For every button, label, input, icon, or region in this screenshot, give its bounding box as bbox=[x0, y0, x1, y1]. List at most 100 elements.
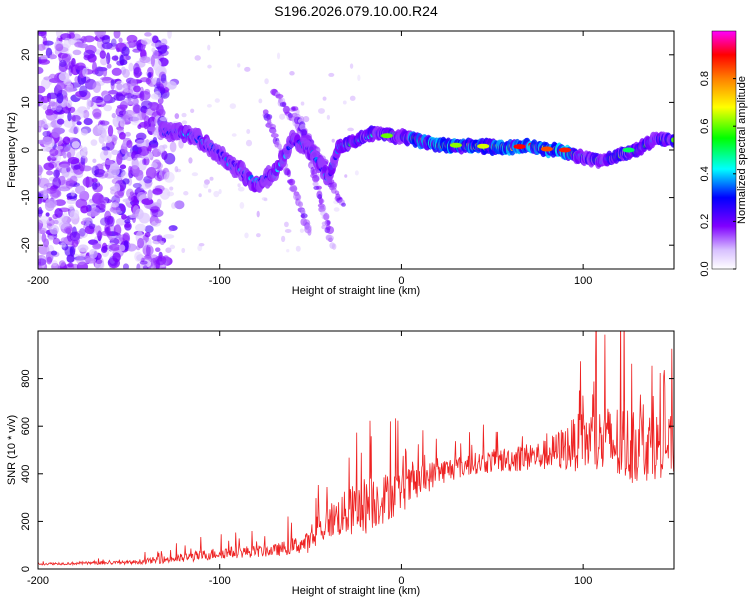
heatmap-cell bbox=[106, 63, 112, 69]
heatmap-cell bbox=[101, 146, 111, 151]
heatmap-cell bbox=[163, 171, 175, 183]
heatmap-cell bbox=[246, 129, 251, 134]
heatmap-cell bbox=[289, 71, 295, 76]
heatmap-cell bbox=[99, 120, 110, 126]
heatmap-cell bbox=[245, 139, 253, 147]
heatmap-cell bbox=[83, 54, 91, 61]
heatmap-cell bbox=[119, 164, 127, 170]
heatmap-cell bbox=[165, 247, 172, 253]
heatmap-cell bbox=[88, 223, 96, 230]
heatmap-cell bbox=[279, 113, 286, 120]
figure-title: S196.2026.079.10.00.R24 bbox=[274, 3, 438, 19]
heatmap-cell bbox=[55, 43, 64, 52]
heatmap-cell bbox=[52, 177, 61, 189]
heatmap-cell bbox=[139, 260, 148, 265]
heatmap-cell bbox=[53, 169, 60, 178]
heatmap-cell bbox=[46, 92, 59, 100]
heatmap-cell bbox=[286, 249, 290, 253]
heatmap-cell bbox=[56, 118, 65, 125]
heatmap-cell bbox=[307, 229, 312, 236]
snr-y-tick-label: 800 bbox=[20, 369, 32, 387]
spectrogram-y-tick-label: 0 bbox=[20, 147, 32, 153]
heatmap-cell bbox=[56, 81, 67, 90]
heatmap-cell bbox=[97, 127, 106, 135]
snr-panel: -200 -100 0 100 0 200 400 600 800 Height of str… bbox=[6, 330, 675, 597]
heatmap-cell bbox=[72, 49, 82, 56]
heatmap-cell bbox=[92, 81, 102, 93]
heatmap-cell bbox=[75, 62, 86, 71]
heatmap-cell bbox=[147, 238, 152, 248]
snr-x-ticks: -200 -100 0 100 bbox=[27, 331, 592, 587]
heatmap-cell bbox=[166, 81, 177, 90]
heatmap-cell bbox=[163, 234, 175, 239]
heatmap-cell bbox=[50, 250, 58, 256]
heatmap-cell bbox=[91, 165, 100, 176]
heatmap-cell bbox=[295, 245, 301, 252]
heatmap-cell bbox=[49, 148, 59, 157]
heatmap-cell bbox=[349, 63, 354, 69]
heatmap-cell bbox=[158, 144, 166, 153]
heatmap-cell bbox=[118, 132, 126, 140]
heatmap-cell bbox=[129, 41, 135, 47]
spectrogram-x-tick-label: -200 bbox=[27, 275, 49, 287]
heatmap-cell bbox=[115, 106, 126, 118]
heatmap-cell bbox=[325, 234, 334, 242]
heatmap-cell bbox=[229, 103, 237, 109]
heatmap-cell bbox=[77, 244, 89, 252]
heatmap-cell bbox=[124, 219, 131, 224]
heatmap-cell bbox=[111, 113, 116, 119]
heatmap-cell bbox=[42, 36, 48, 47]
heatmap-cell bbox=[53, 219, 59, 225]
heatmap-cell bbox=[126, 34, 138, 43]
heatmap-cell bbox=[156, 198, 162, 207]
heatmap-cell bbox=[300, 209, 306, 215]
heatmap-cell bbox=[191, 172, 199, 177]
heatmap-cell bbox=[42, 136, 53, 145]
heatmap-cell bbox=[270, 129, 277, 134]
heatmap-cell bbox=[81, 165, 92, 172]
heatmap-cell bbox=[139, 90, 145, 102]
heatmap-cell bbox=[56, 92, 64, 104]
snr-y-tick-label: 600 bbox=[20, 417, 32, 435]
heatmap-cell bbox=[138, 146, 150, 157]
heatmap-cell bbox=[113, 183, 121, 193]
heatmap-cell bbox=[121, 214, 127, 220]
heatmap-cell bbox=[39, 190, 50, 195]
heatmap-cell bbox=[122, 113, 133, 123]
heatmap-cell bbox=[79, 228, 86, 237]
heatmap-cell bbox=[341, 202, 346, 207]
heatmap-cell bbox=[73, 126, 78, 135]
heatmap-cell bbox=[66, 100, 73, 109]
heatmap-cell bbox=[115, 199, 120, 208]
colorbar-tick-label: 0.6 bbox=[699, 119, 711, 134]
heatmap-cell bbox=[153, 91, 162, 99]
heatmap-cell bbox=[67, 112, 72, 122]
heatmap-cell bbox=[136, 43, 144, 51]
heatmap-cell bbox=[135, 169, 144, 181]
heatmap-cell bbox=[121, 46, 130, 57]
heatmap-cell bbox=[55, 105, 64, 115]
heatmap-cell bbox=[120, 171, 129, 180]
heatmap-cell bbox=[100, 200, 106, 213]
heatmap-cell bbox=[103, 94, 113, 104]
heatmap-cell bbox=[137, 237, 145, 249]
heatmap-cell bbox=[213, 190, 220, 198]
heatmap-cell bbox=[326, 114, 331, 120]
heatmap-cell bbox=[558, 147, 571, 153]
heatmap-cell bbox=[161, 150, 168, 160]
heatmap-cell bbox=[124, 131, 131, 137]
snr-frame bbox=[37, 330, 675, 570]
heatmap-cell bbox=[38, 66, 44, 75]
heatmap-cell bbox=[128, 165, 133, 174]
heatmap-cell bbox=[99, 149, 112, 162]
heatmap-cell bbox=[121, 100, 134, 106]
heatmap-cell bbox=[141, 198, 154, 206]
heatmap-cell bbox=[66, 254, 75, 263]
heatmap-cell bbox=[83, 117, 93, 126]
heatmap-cell bbox=[181, 112, 187, 118]
heatmap-cell bbox=[169, 141, 177, 153]
heatmap-cell bbox=[477, 143, 490, 149]
snr-y-ticks: 0 200 400 600 800 bbox=[20, 369, 674, 572]
heatmap-cell bbox=[77, 43, 89, 49]
